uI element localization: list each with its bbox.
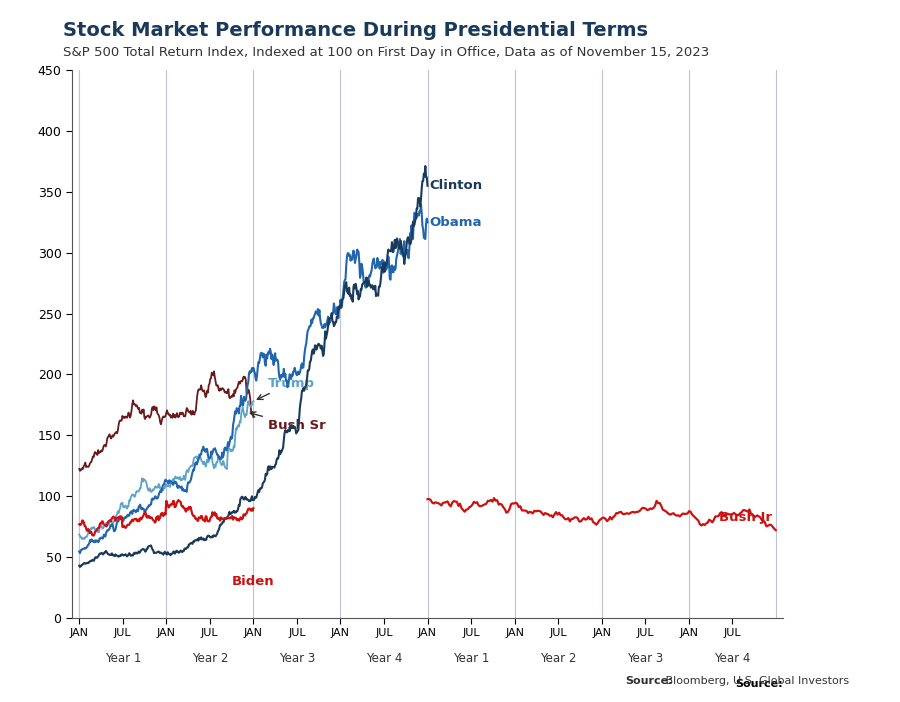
Text: Clinton: Clinton [429,179,482,192]
Text: Year 4: Year 4 [714,652,751,665]
Text: Bush Jr: Bush Jr [719,511,772,524]
Text: Bloomberg, U.S. Global Investors: Bloomberg, U.S. Global Investors [662,677,849,687]
Text: Stock Market Performance During Presidential Terms: Stock Market Performance During Presiden… [63,21,648,40]
Text: Year 2: Year 2 [192,652,228,665]
Text: S&P 500 Total Return Index, Indexed at 100 on First Day in Office, Data as of No: S&P 500 Total Return Index, Indexed at 1… [63,46,709,59]
Text: Year 3: Year 3 [279,652,315,665]
Text: Year 2: Year 2 [540,652,576,665]
Text: Biden: Biden [232,575,274,588]
Text: Source:: Source: [735,679,783,689]
Text: Year 4: Year 4 [365,652,402,665]
Text: Bush Sr: Bush Sr [250,412,326,432]
Text: Year 3: Year 3 [627,652,663,665]
Text: Year 1: Year 1 [104,652,141,665]
Text: Trump: Trump [257,376,315,399]
Text: Source:: Source: [626,677,673,687]
Text: Obama: Obama [429,216,482,229]
Text: Year 1: Year 1 [453,652,490,665]
